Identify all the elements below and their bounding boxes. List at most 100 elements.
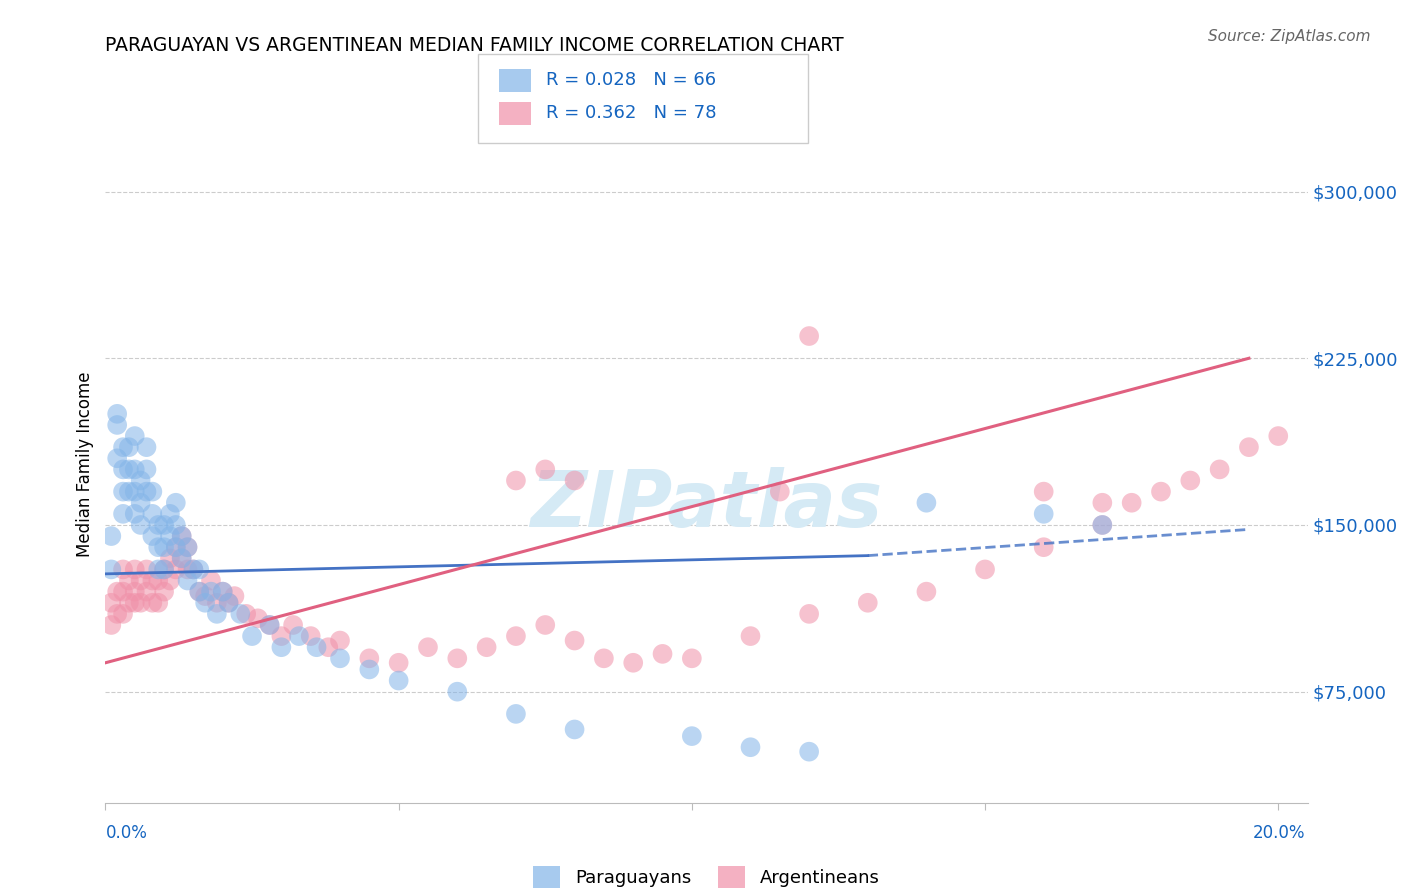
Point — [1091, 496, 1114, 510]
Point — [148, 574, 170, 588]
Point — [135, 440, 157, 454]
Point — [281, 618, 304, 632]
Point — [112, 607, 135, 621]
Point — [129, 474, 152, 488]
Point — [141, 529, 163, 543]
Point — [165, 562, 187, 576]
Legend: Paraguayans, Argentineans: Paraguayans, Argentineans — [526, 859, 887, 892]
Point — [188, 584, 211, 599]
Point — [740, 740, 762, 755]
Point — [329, 633, 352, 648]
Point — [112, 584, 135, 599]
Point — [159, 507, 181, 521]
Point — [153, 584, 176, 599]
Point — [188, 562, 211, 576]
Point — [148, 596, 170, 610]
Point — [129, 596, 152, 610]
Point — [218, 596, 240, 610]
Point — [159, 574, 181, 588]
Point — [159, 529, 181, 543]
Point — [681, 651, 703, 665]
Point — [797, 329, 820, 343]
Point — [105, 607, 128, 621]
Point — [135, 484, 157, 499]
Point — [270, 640, 292, 655]
Point — [1180, 474, 1202, 488]
Point — [651, 647, 673, 661]
Point — [124, 462, 146, 476]
Point — [194, 589, 217, 603]
Point — [183, 562, 205, 576]
Point — [505, 474, 527, 488]
Point — [621, 656, 644, 670]
Point — [446, 684, 468, 698]
Point — [124, 507, 146, 521]
Point — [135, 584, 157, 599]
Point — [1208, 462, 1230, 476]
Point — [141, 507, 163, 521]
Text: R = 0.362   N = 78: R = 0.362 N = 78 — [546, 104, 716, 122]
Point — [359, 662, 381, 676]
Point — [329, 651, 352, 665]
Point — [112, 462, 135, 476]
Point — [388, 673, 411, 688]
Point — [165, 540, 187, 554]
Point — [200, 574, 222, 588]
Point — [1267, 429, 1289, 443]
Point — [141, 574, 163, 588]
Point — [740, 629, 762, 643]
Point — [118, 574, 141, 588]
Point — [141, 596, 163, 610]
Point — [170, 551, 193, 566]
Point — [105, 451, 128, 466]
Point — [1150, 484, 1173, 499]
Point — [129, 518, 152, 533]
Point — [534, 462, 557, 476]
Point — [305, 640, 328, 655]
Point — [564, 474, 586, 488]
Point — [1237, 440, 1260, 454]
Point — [564, 723, 586, 737]
Point — [915, 584, 938, 599]
Text: 20.0%: 20.0% — [1253, 824, 1305, 842]
Point — [112, 562, 135, 576]
Point — [105, 407, 128, 421]
Point — [176, 540, 198, 554]
Point — [856, 596, 879, 610]
Point — [124, 584, 146, 599]
Point — [1091, 518, 1114, 533]
Point — [505, 629, 527, 643]
Point — [416, 640, 439, 655]
Point — [141, 484, 163, 499]
Point — [100, 596, 122, 610]
Point — [129, 574, 152, 588]
Point — [229, 607, 252, 621]
Point — [100, 529, 122, 543]
Point — [124, 484, 146, 499]
Point — [359, 651, 381, 665]
Point — [240, 629, 263, 643]
Point — [534, 618, 557, 632]
Point — [288, 629, 311, 643]
Point — [797, 745, 820, 759]
Point — [211, 584, 233, 599]
Point — [153, 562, 176, 576]
Point — [299, 629, 322, 643]
Point — [205, 596, 228, 610]
Text: R = 0.028   N = 66: R = 0.028 N = 66 — [546, 71, 716, 89]
Point — [176, 540, 198, 554]
Point — [118, 462, 141, 476]
Point — [170, 529, 193, 543]
Point — [148, 540, 170, 554]
Point — [1032, 540, 1054, 554]
Y-axis label: Median Family Income: Median Family Income — [76, 371, 94, 557]
Point — [593, 651, 616, 665]
Point — [1032, 484, 1054, 499]
Point — [769, 484, 792, 499]
Point — [118, 596, 141, 610]
Point — [124, 562, 146, 576]
Point — [188, 584, 211, 599]
Point — [681, 729, 703, 743]
Point — [270, 629, 292, 643]
Point — [974, 562, 997, 576]
